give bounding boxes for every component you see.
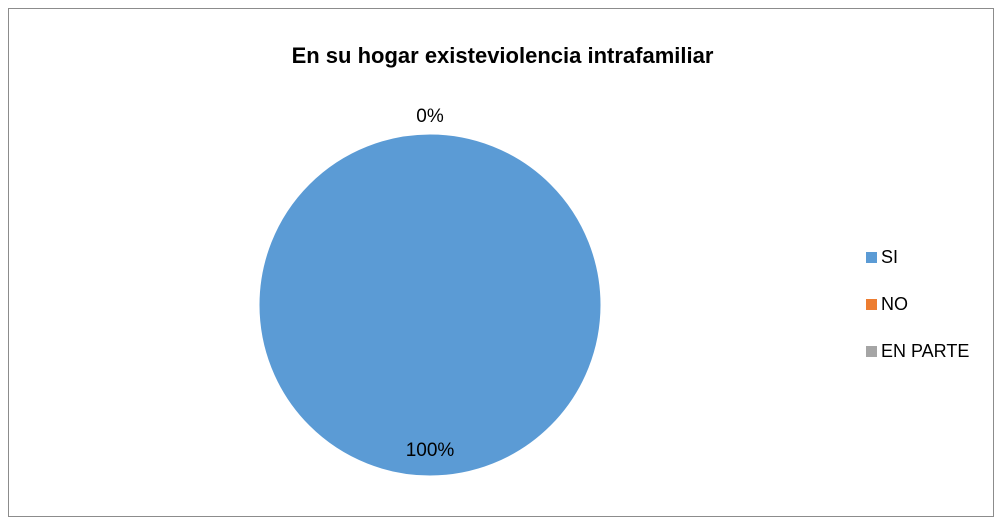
pie-slice-si <box>258 133 602 477</box>
legend-item-si: SI <box>866 245 969 270</box>
pie-data-labels: 100% 0% <box>406 106 455 461</box>
data-label-si: 100% <box>406 440 455 461</box>
pie-slices <box>258 133 602 477</box>
legend-label-en-parte: EN PARTE <box>881 341 970 361</box>
legend-label-no: NO <box>881 294 908 314</box>
data-label-no: 0% <box>416 106 444 127</box>
chart-title: En su hogar existeviolencia intrafamilia… <box>291 43 714 68</box>
legend: SI NO EN PARTE <box>866 245 969 386</box>
legend-swatch-en-parte <box>866 346 877 357</box>
legend-item-en-parte: EN PARTE <box>866 339 969 364</box>
legend-swatch-si <box>866 252 877 263</box>
legend-item-no: NO <box>866 292 969 317</box>
legend-label-si: SI <box>881 247 899 267</box>
legend-swatch-no <box>866 299 877 310</box>
